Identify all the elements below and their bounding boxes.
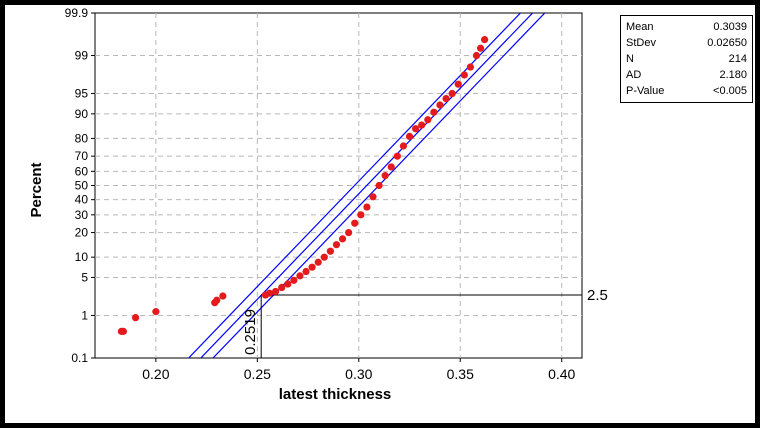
data-point: [393, 152, 401, 160]
x-tick-labels: 0.20 0.25 0.30 0.35 0.40: [142, 358, 576, 382]
data-point: [405, 132, 414, 140]
data-point: [338, 235, 347, 243]
data-point: [454, 80, 462, 88]
data-point: [320, 253, 328, 261]
stats-row: Mean 0.3039: [626, 19, 747, 35]
data-point: [271, 287, 280, 296]
data-point: [296, 272, 304, 280]
x-tick-label: 0.25: [244, 366, 271, 382]
y-tick-label: 50: [75, 179, 89, 193]
grid-lines: [95, 13, 582, 358]
y-tick-label: 1: [81, 308, 88, 322]
data-point: [357, 211, 365, 219]
data-point: [430, 108, 438, 116]
y-tick-label: 60: [75, 164, 89, 178]
y-tick-label: 99.9: [65, 6, 89, 20]
y-tick-label: 80: [75, 131, 89, 145]
y-tick-label: 0.1: [71, 351, 88, 365]
data-point: [213, 296, 221, 304]
y-tick-label: 10: [75, 250, 89, 264]
data-point: [284, 280, 292, 288]
y-axis-label: Percent: [28, 162, 45, 217]
stats-row: AD 2.180: [626, 67, 747, 83]
data-point: [308, 263, 316, 271]
y-tick-label: 90: [75, 107, 89, 121]
data-point: [290, 276, 298, 284]
y-tick-label: 99: [75, 49, 89, 63]
fit-line: [200, 13, 534, 358]
reference-x-label: 0.2519: [242, 309, 259, 355]
stats-label: AD: [626, 69, 642, 81]
stats-row: N 214: [626, 51, 747, 67]
reference-y-label: 2.5: [587, 287, 608, 304]
data-point: [381, 172, 389, 180]
data-point: [369, 193, 377, 201]
stats-value: 0.02650: [707, 37, 747, 49]
data-point: [326, 247, 334, 255]
data-point: [399, 142, 408, 150]
stats-label: N: [626, 53, 634, 65]
data-point: [436, 101, 444, 109]
data-point: [265, 289, 274, 297]
stats-value: <0.005: [713, 85, 747, 97]
stats-value: 0.3039: [713, 21, 747, 33]
data-point: [466, 63, 474, 71]
data-point: [476, 44, 485, 52]
x-tick-label: 0.40: [548, 366, 575, 382]
data-point: [131, 314, 140, 322]
data-point: [448, 89, 456, 98]
x-axis-label: latest thickness: [279, 386, 392, 403]
data-point: [119, 327, 128, 335]
data-point: [332, 241, 341, 249]
data-point: [278, 283, 286, 292]
data-point: [375, 181, 383, 190]
x-tick-label: 0.30: [345, 366, 372, 382]
x-tick-label: 0.20: [142, 366, 169, 382]
stats-box: Mean 0.3039 StDev 0.02650 N 214 AD 2.180 P-Value…: [620, 15, 753, 103]
stats-value: 2.180: [719, 69, 747, 81]
data-point: [418, 121, 426, 129]
data-point: [481, 36, 489, 44]
y-tick-label: 20: [75, 226, 89, 240]
y-tick-label: 40: [75, 193, 89, 207]
data-point: [345, 228, 353, 237]
y-tick-label: 95: [75, 87, 89, 101]
stats-label: StDev: [626, 37, 656, 49]
data-points: [117, 36, 489, 335]
data-point: [152, 308, 160, 316]
data-point: [460, 71, 468, 79]
data-point: [314, 258, 322, 266]
y-tick-label: 5: [81, 270, 88, 284]
stats-label: P-Value: [626, 85, 665, 97]
ci-upper-line: [187, 13, 522, 358]
data-point: [387, 163, 395, 171]
x-tick-label: 0.35: [447, 366, 474, 382]
stats-row: StDev 0.02650: [626, 35, 747, 51]
stats-row: P-Value <0.005: [626, 83, 747, 99]
y-tick-label: 30: [75, 208, 89, 222]
stats-value: 214: [728, 53, 747, 65]
data-point: [424, 116, 432, 124]
y-tick-label: 70: [75, 149, 89, 163]
data-point: [412, 125, 420, 133]
stats-label: Mean: [626, 21, 654, 33]
reference-lines: [260, 294, 582, 358]
data-point: [442, 94, 450, 103]
data-point: [351, 219, 359, 227]
data-point: [302, 267, 310, 276]
data-point: [472, 51, 481, 60]
data-point: [363, 203, 371, 211]
data-point: [219, 292, 227, 300]
